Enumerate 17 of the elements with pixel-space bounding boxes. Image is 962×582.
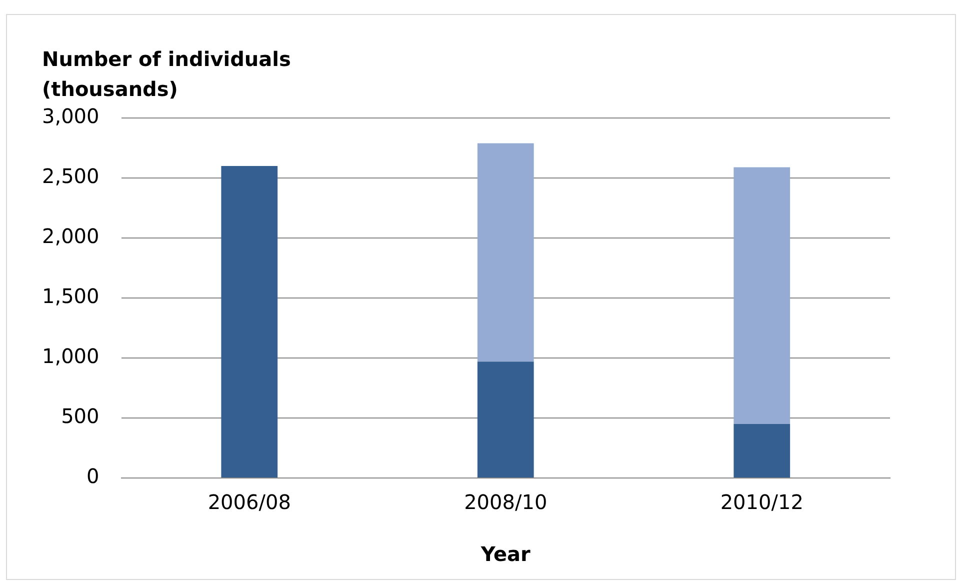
y-tick-label: 2,500: [42, 164, 100, 188]
x-tick-label: 2006/08: [208, 490, 291, 514]
bar: [477, 362, 534, 478]
bar: [477, 143, 534, 362]
y-tick-label: 0: [86, 464, 100, 488]
bar: [221, 166, 278, 478]
bar: [734, 167, 790, 424]
y-tick-label: 500: [61, 404, 100, 428]
y-tick-label: 2,000: [42, 224, 100, 248]
x-axis-title: Year: [480, 542, 531, 566]
y-axis-title: Number of individuals (thousands): [42, 46, 291, 103]
x-tick-label: 2010/12: [720, 490, 804, 514]
bar: [734, 424, 790, 478]
y-tick-label: 1,500: [42, 284, 100, 308]
y-tick-label: 1,000: [42, 344, 100, 368]
x-tick-label: 2008/10: [464, 490, 548, 514]
y-tick-label: 3,000: [42, 104, 100, 128]
